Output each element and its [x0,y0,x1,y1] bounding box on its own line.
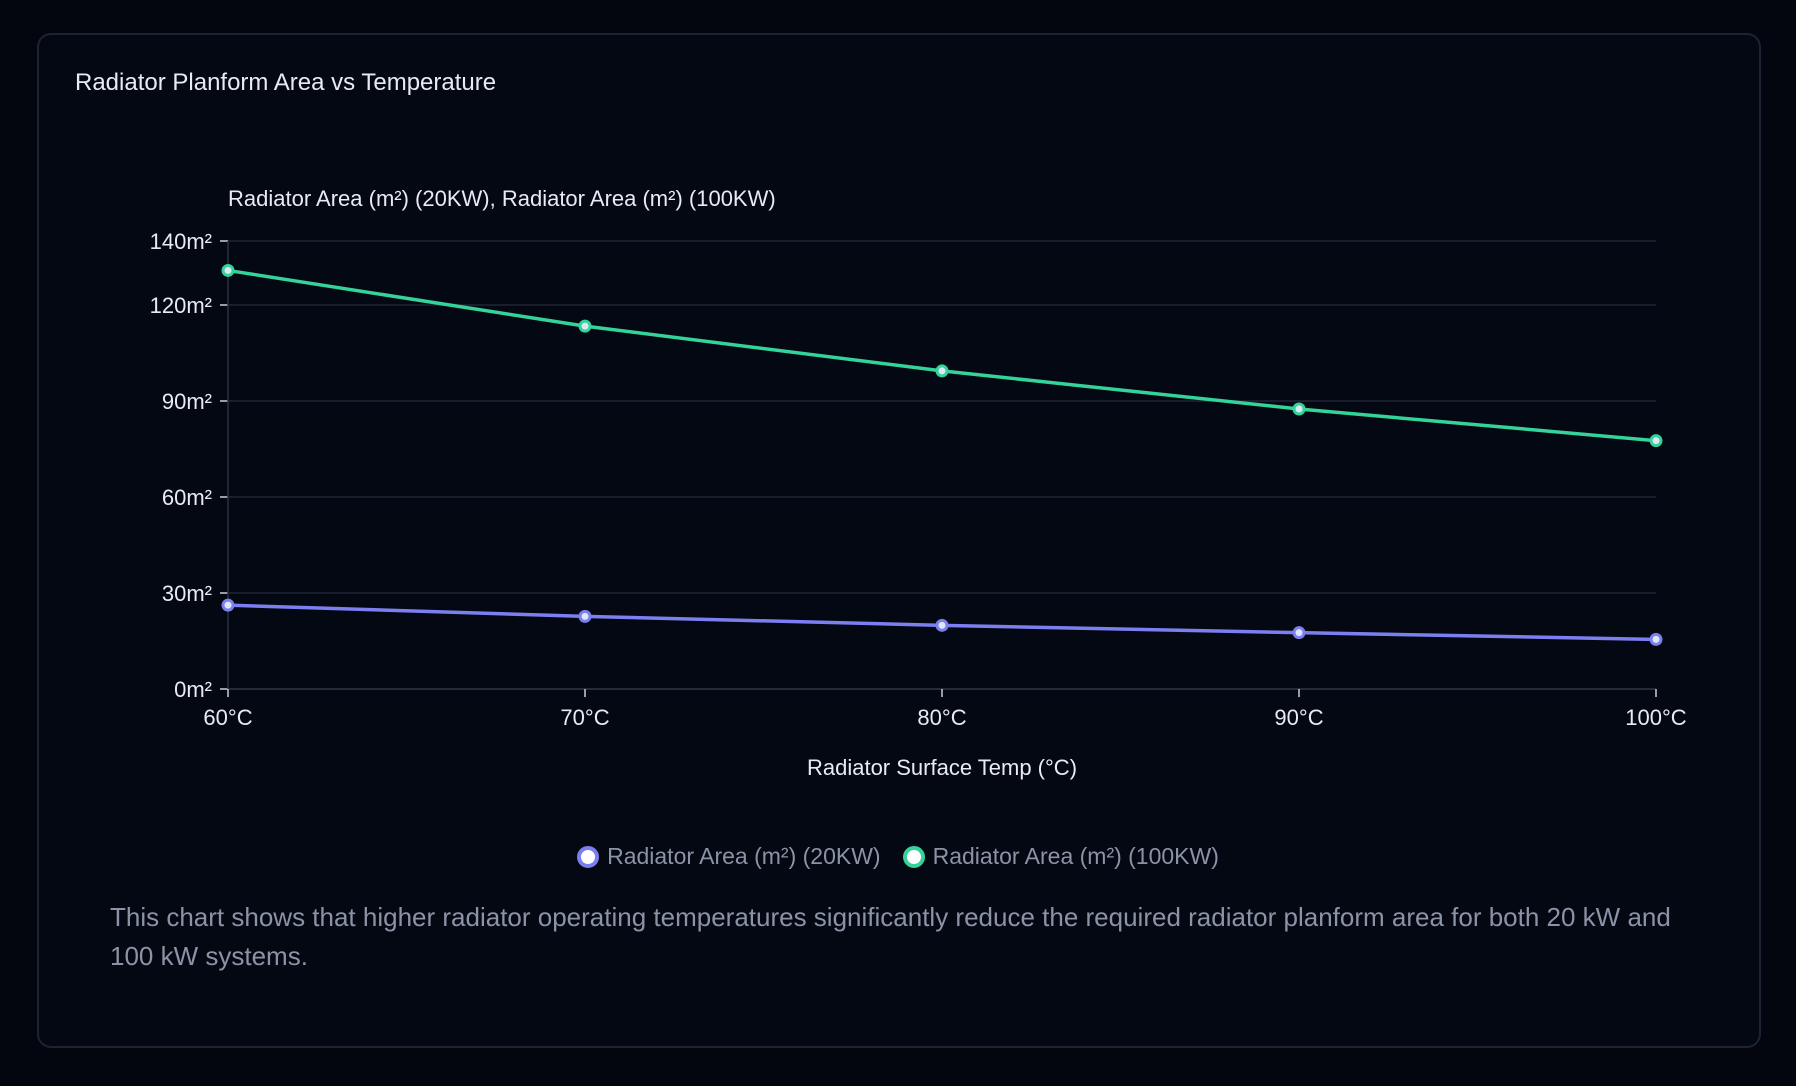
legend-label: Radiator Area (m²) (20KW) [607,843,881,869]
series-line-2 [227,268,1657,443]
legend-marker-icon [902,845,925,868]
data-point [1292,402,1306,416]
y-axis-title: Radiator Area (m²) (20KW), Radiator Area… [228,186,776,211]
y-tick-label: 0m² [174,677,212,702]
data-point [1649,632,1663,646]
data-point [935,364,949,378]
y-tick-label: 60m² [162,485,212,510]
legend-item-1[interactable]: Radiator Area (m²) (20KW) [577,843,881,870]
data-point [578,319,592,333]
data-point [935,618,949,632]
data-point [1292,626,1306,640]
y-tick-label: 140m² [150,229,212,254]
x-tick-label: 90°C [1274,705,1323,730]
x-tick-label: 70°C [560,705,609,730]
card-title: Radiator Planform Area vs Temperature [75,69,497,96]
x-axis-title: Radiator Surface Temp (°C) [807,755,1077,780]
y-tick-label: 90m² [162,389,212,414]
x-tick-label: 100°C [1625,705,1687,730]
legend-label: Radiator Area (m²) (100KW) [932,843,1219,869]
y-tick-label: 120m² [150,293,212,318]
x-tick-label: 80°C [917,705,966,730]
data-point [1649,434,1663,448]
data-point [221,263,235,277]
x-tick-label: 60°C [203,705,252,730]
chart-description: This chart shows that higher radiator op… [110,902,1671,971]
y-tick-label: 30m² [162,581,212,606]
data-point [578,609,592,623]
chart-card: Radiator Planform Area vs Temperature [37,33,1761,1048]
data-point [221,598,235,612]
chart-legend: Radiator Area (m²) (20KW) Radiator Area (… [0,843,1796,870]
legend-item-2[interactable]: Radiator Area (m²) (100KW) [902,843,1219,870]
legend-marker-icon [577,845,600,868]
